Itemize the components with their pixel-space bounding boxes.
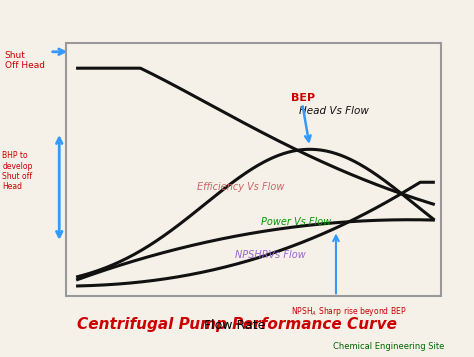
Text: NPSHRVs Flow: NPSHRVs Flow bbox=[235, 250, 306, 260]
Text: BEP: BEP bbox=[291, 93, 315, 103]
Text: NPSH$_A$ Sharp rise beyond BEP: NPSH$_A$ Sharp rise beyond BEP bbox=[291, 305, 407, 318]
Text: Flow Rate: Flow Rate bbox=[204, 319, 265, 332]
Text: Efficiency Vs Flow: Efficiency Vs Flow bbox=[197, 182, 285, 192]
Text: Power Vs Flow: Power Vs Flow bbox=[261, 217, 331, 227]
Text: Shut
Off Head: Shut Off Head bbox=[5, 51, 45, 70]
Text: Centrifugal Pump Performance Curve: Centrifugal Pump Performance Curve bbox=[77, 317, 397, 332]
Text: Chemical Engineering Site: Chemical Engineering Site bbox=[333, 342, 444, 351]
Text: Head Vs Flow: Head Vs Flow bbox=[299, 106, 368, 116]
Text: BHP to
develop
Shut off
Head: BHP to develop Shut off Head bbox=[2, 151, 33, 191]
